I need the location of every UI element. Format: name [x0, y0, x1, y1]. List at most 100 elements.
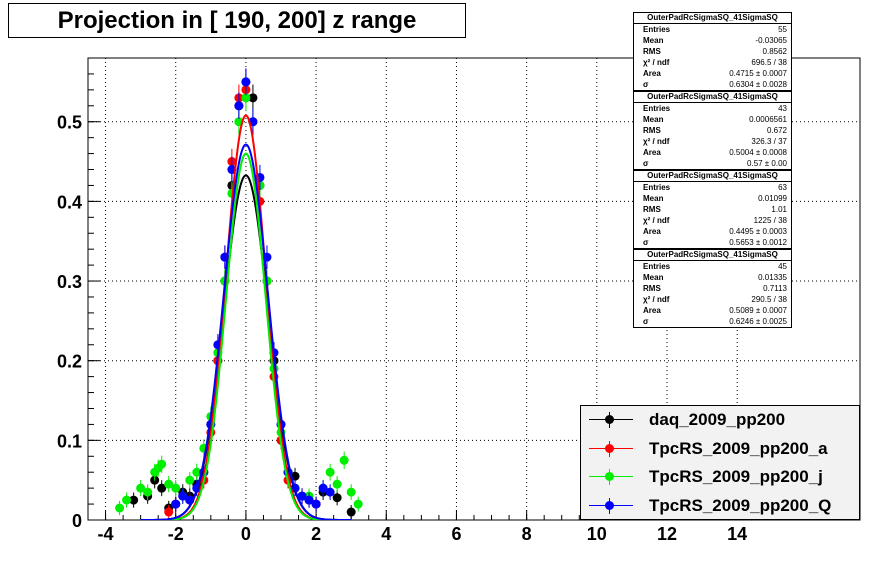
stat-key: χ² / ndf — [643, 58, 670, 67]
legend-entry: daq_2009_pp200 — [581, 406, 859, 435]
stat-box: OuterPadRcSigmaSQ_41SigmaSQ Entries 63 Mean… — [633, 170, 792, 249]
stat-row: RMS 0.8562 — [634, 46, 791, 57]
stat-value: 0.01099 — [758, 194, 787, 203]
stat-key: σ — [643, 238, 649, 247]
stat-row: σ 0.6304 ± 0.0028 — [634, 79, 791, 90]
stat-value: 43 — [778, 104, 787, 113]
data-point — [241, 77, 251, 87]
y-tick-label: 0.5 — [57, 113, 82, 133]
legend-entry: TpcRS_2009_pp200_a — [581, 435, 859, 464]
y-tick-label: 0.3 — [57, 272, 82, 292]
stat-value: 0.5004 ± 0.0008 — [729, 148, 787, 157]
stat-value: 1225 / 38 — [753, 216, 787, 225]
chart-title: Projection in [ 190, 200] z range — [8, 3, 466, 38]
stat-row: Area 0.5004 ± 0.0008 — [634, 147, 791, 158]
data-point — [234, 101, 244, 111]
data-point — [346, 487, 356, 497]
legend-label: daq_2009_pp200 — [649, 410, 786, 430]
stat-key: σ — [643, 317, 649, 326]
stat-row: Area 0.4715 ± 0.0007 — [634, 68, 791, 79]
data-point — [171, 483, 181, 493]
data-point — [157, 459, 167, 469]
legend-entry: TpcRS_2009_pp200_j — [581, 463, 859, 492]
x-tick-label: 2 — [311, 524, 321, 544]
legend-entry: TpcRS_2009_pp200_Q — [581, 492, 859, 521]
stat-row: Entries 43 — [634, 103, 791, 114]
data-point — [332, 493, 342, 503]
stat-row: χ² / ndf 326.3 / 37 — [634, 136, 791, 147]
data-point — [164, 479, 174, 489]
stat-key: Mean — [643, 273, 664, 282]
data-point — [157, 483, 167, 493]
stat-row: Entries 63 — [634, 182, 791, 193]
x-tick-label: 8 — [522, 524, 532, 544]
stat-row: Entries 55 — [634, 24, 791, 35]
stat-box: OuterPadRcSigmaSQ_41SigmaSQ Entries 45 Mean… — [633, 249, 792, 328]
stat-value: 0.7113 — [763, 284, 787, 293]
stat-key: Area — [643, 148, 661, 157]
data-point — [311, 499, 321, 509]
data-point — [136, 483, 146, 493]
data-point — [143, 487, 153, 497]
stat-row: σ 0.57 ± 0.00 — [634, 158, 791, 169]
data-point — [339, 455, 349, 465]
stat-value: 0.5653 ± 0.0012 — [729, 238, 787, 247]
legend-label: TpcRS_2009_pp200_j — [649, 467, 823, 487]
stat-key: RMS — [643, 205, 661, 214]
stat-value: 0.6246 ± 0.0025 — [729, 317, 787, 326]
data-point — [241, 93, 251, 103]
stat-value: 0.4495 ± 0.0003 — [729, 227, 787, 236]
stat-key: Entries — [643, 104, 671, 113]
x-tick-label: -2 — [168, 524, 184, 544]
legend-label: TpcRS_2009_pp200_a — [649, 438, 828, 458]
data-point — [346, 507, 356, 517]
stat-key: χ² / ndf — [643, 216, 670, 225]
stat-row: Mean 0.01335 — [634, 272, 791, 283]
stat-box-title: OuterPadRcSigmaSQ_41SigmaSQ — [634, 250, 791, 261]
stat-value: -0.03065 — [755, 36, 787, 45]
stat-key: Mean — [643, 36, 664, 45]
y-tick-label: 0 — [72, 511, 82, 531]
stat-value: 0.8562 — [762, 47, 787, 56]
stat-key: Mean — [643, 194, 664, 203]
legend-marker — [585, 435, 637, 463]
stat-key: RMS — [643, 47, 661, 56]
stat-value: 290.5 / 38 — [751, 295, 787, 304]
stat-row: Area 0.4495 ± 0.0003 — [634, 226, 791, 237]
stat-row: χ² / ndf 1225 / 38 — [634, 215, 791, 226]
stat-row: σ 0.6246 ± 0.0025 — [634, 316, 791, 327]
stat-key: Mean — [643, 115, 664, 124]
stat-row: Mean 0.0006561 — [634, 114, 791, 125]
x-tick-label: 4 — [381, 524, 391, 544]
stat-row: Entries 45 — [634, 261, 791, 272]
fit-curve-TpcRS_2009_pp200_j — [140, 152, 352, 520]
stat-box: OuterPadRcSigmaSQ_41SigmaSQ Entries 43 Mean… — [633, 91, 792, 170]
stat-value: 0.01335 — [758, 273, 787, 282]
stat-key: RMS — [643, 284, 661, 293]
x-tick-label: 6 — [451, 524, 461, 544]
stat-value: 63 — [778, 183, 787, 192]
stat-value: 0.6304 ± 0.0028 — [729, 80, 787, 89]
stat-key: Area — [643, 227, 661, 236]
stat-key: Entries — [643, 262, 671, 271]
y-tick-label: 0.4 — [57, 192, 82, 212]
x-tick-label: 10 — [587, 524, 607, 544]
legend-marker — [585, 463, 637, 491]
data-point — [164, 507, 174, 517]
y-tick-label: 0.2 — [57, 352, 82, 372]
stat-value: 0.57 ± 0.00 — [747, 159, 787, 168]
stat-key: Area — [643, 69, 661, 78]
x-tick-label: -4 — [98, 524, 114, 544]
stat-key: χ² / ndf — [643, 137, 670, 146]
data-point — [332, 479, 342, 489]
stat-key: Entries — [643, 183, 671, 192]
stat-row: χ² / ndf 290.5 / 38 — [634, 294, 791, 305]
legend: daq_2009_pp200 TpcRS_2009_pp200_a TpcRS_20… — [580, 405, 860, 520]
stat-row: Area 0.5089 ± 0.0007 — [634, 305, 791, 316]
stat-value: 0.0006561 — [749, 115, 787, 124]
stat-box-title: OuterPadRcSigmaSQ_41SigmaSQ — [634, 13, 791, 24]
stat-box-title: OuterPadRcSigmaSQ_41SigmaSQ — [634, 92, 791, 103]
stat-row: Mean 0.01099 — [634, 193, 791, 204]
stat-value: 326.3 / 37 — [751, 137, 787, 146]
